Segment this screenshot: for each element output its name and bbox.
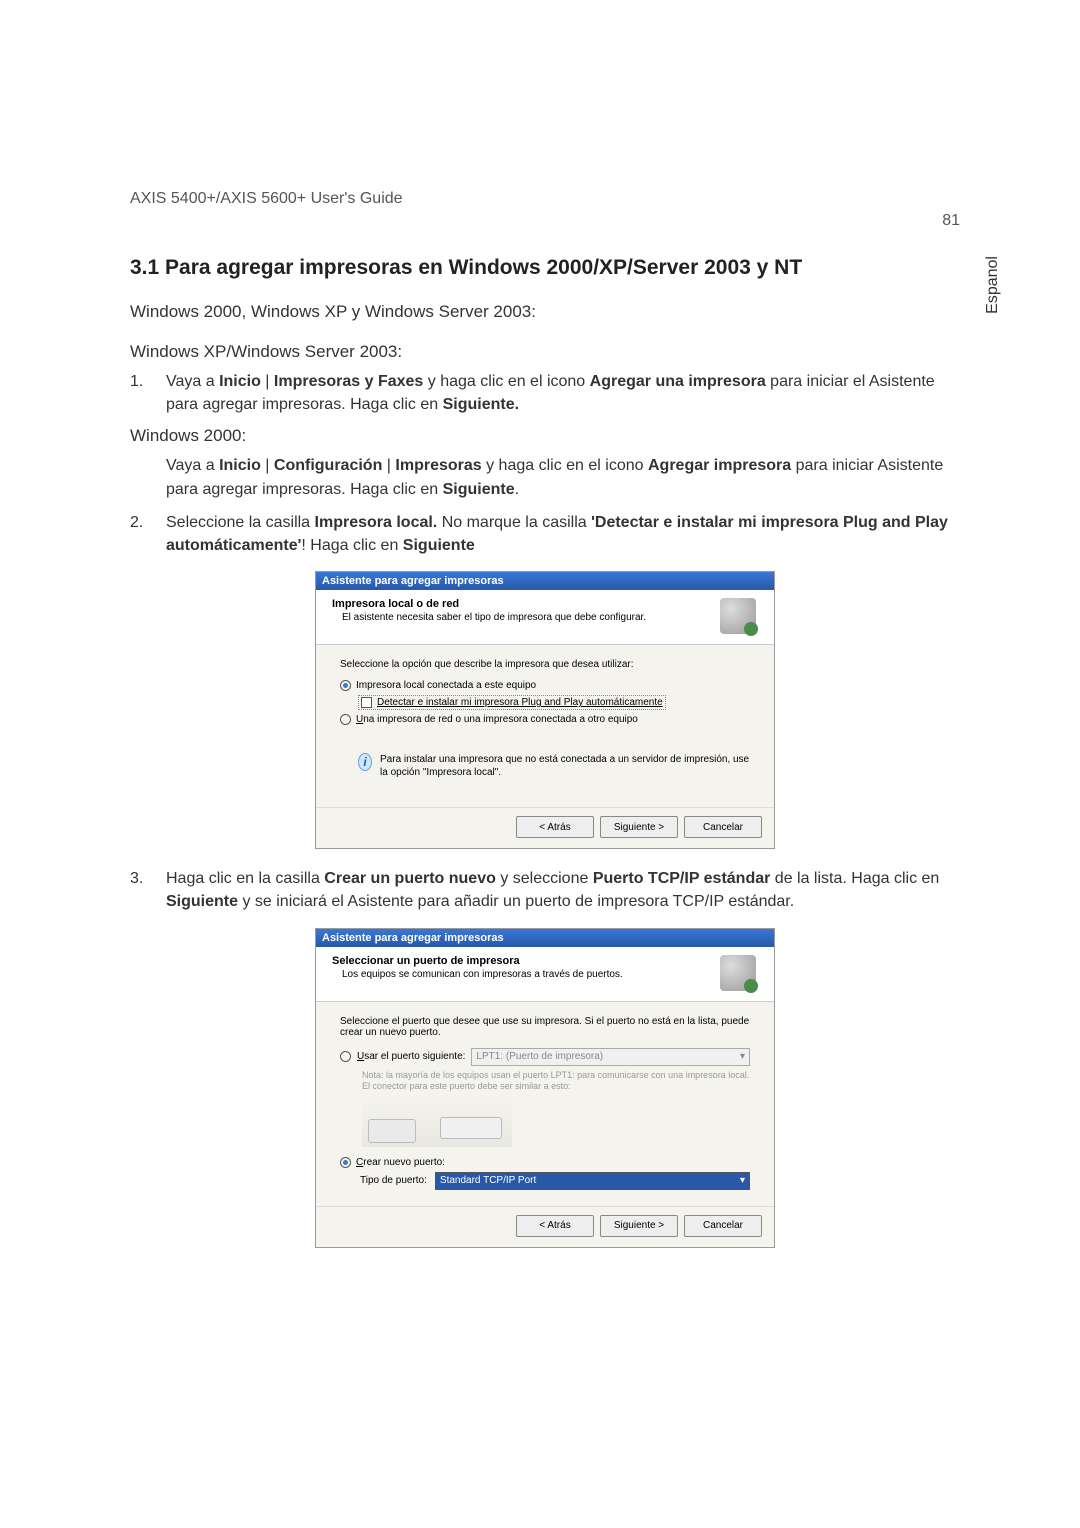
dialog2-header-title: Seleccionar un puerto de impresora [332, 955, 720, 967]
radio-icon [340, 1051, 351, 1062]
dialog2-cancel-button[interactable]: Cancelar [684, 1215, 762, 1237]
dialog2-radio1-label: Usar el puerto siguiente: [357, 1051, 465, 1062]
win2000-label: Windows 2000: [130, 426, 960, 446]
dialog2-titlebar: Asistente para agregar impresoras [316, 929, 774, 947]
dialog2-header-sub: Los equipos se comunican con impresoras … [332, 969, 720, 980]
dialog1-radio2-label: Una impresora de red o una impresora con… [356, 714, 638, 725]
step-1-siguiente: Siguiente. [443, 396, 519, 413]
dialog1-intro: Seleccione la opción que describe la imp… [340, 659, 750, 670]
dialog2-type-dropdown[interactable]: Standard TCP/IP Port▾ [435, 1172, 750, 1190]
dialog2-note: Nota: la mayoría de los equipos usan el … [362, 1070, 750, 1093]
dialog2-radio-existing-port[interactable]: Usar el puerto siguiente: LPT1: (Puerto … [340, 1048, 750, 1066]
dialog1-next-button[interactable]: Siguiente > [600, 816, 678, 838]
radio-icon [340, 680, 351, 691]
win2000-paragraph: Vaya a Inicio | Configuración | Impresor… [130, 454, 960, 500]
dialog1-header: Impresora local o de red El asistente ne… [316, 590, 774, 645]
port-connector-illustration [362, 1099, 512, 1147]
dialog2-next-button[interactable]: Siguiente > [600, 1215, 678, 1237]
dialog2-radio-new-port[interactable]: Crear nuevo puerto: [340, 1157, 750, 1168]
radio-icon [340, 1157, 351, 1168]
dialog2-intro: Seleccione el puerto que desee que use s… [340, 1016, 750, 1038]
subheading-win2000-xp-server: Windows 2000, Windows XP y Windows Serve… [130, 302, 960, 322]
step-2: Seleccione la casilla Impresora local. N… [130, 511, 960, 557]
chevron-down-icon: ▾ [740, 1175, 745, 1186]
document-header: AXIS 5400+/AXIS 5600+ User's Guide [130, 190, 960, 208]
printer-icon [720, 598, 756, 634]
dialog-select-port: Asistente para agregar impresoras Selecc… [315, 928, 775, 1248]
step-1-text: Vaya a [166, 373, 219, 390]
checkbox-icon [361, 697, 372, 708]
step-1-impresoras-faxes: Impresoras y Faxes [274, 373, 423, 390]
dialog1-header-title: Impresora local o de red [332, 598, 720, 610]
radio-icon [340, 714, 351, 725]
dialog1-cancel-button[interactable]: Cancelar [684, 816, 762, 838]
dialog2-radio2-label: Crear nuevo puerto: [356, 1157, 445, 1168]
dialog1-checkbox-label: Detectar e instalar mi impresora Plug an… [377, 697, 663, 708]
page-number: 81 [942, 212, 960, 230]
info-icon: i [358, 753, 372, 771]
dialog2-type-label: Tipo de puerto: [360, 1175, 427, 1186]
dialog1-titlebar: Asistente para agregar impresoras [316, 572, 774, 590]
dialog-printer-type: Asistente para agregar impresoras Impres… [315, 571, 775, 849]
dialog1-radio-network[interactable]: Una impresora de red o una impresora con… [340, 714, 750, 725]
dialog2-port-dropdown: LPT1: (Puerto de impresora)▾ [471, 1048, 750, 1066]
dialog1-radio1-label: Impresora local conectada a este equipo [356, 680, 536, 691]
dialog1-back-button[interactable]: < Atrás [516, 816, 594, 838]
dialog1-checkbox-pnp[interactable]: Detectar e instalar mi impresora Plug an… [358, 695, 666, 710]
dialog2-back-button[interactable]: < Atrás [516, 1215, 594, 1237]
step-1: Vaya a Inicio | Impresoras y Faxes y hag… [130, 370, 960, 416]
language-side-label: Espanol [984, 256, 1002, 314]
step-1-inicio: Inicio [219, 373, 261, 390]
section-heading: 3.1 Para agregar impresoras en Windows 2… [130, 256, 960, 280]
dialog1-header-sub: El asistente necesita saber el tipo de i… [332, 612, 720, 623]
chevron-down-icon: ▾ [740, 1051, 745, 1062]
dialog1-info: i Para instalar una impresora que no est… [358, 753, 750, 779]
step-1-agregar-impresora: Agregar una impresora [590, 373, 766, 390]
dialog1-info-text: Para instalar una impresora que no está … [380, 753, 750, 779]
dialog1-radio-local[interactable]: Impresora local conectada a este equipo [340, 680, 750, 691]
step-3: Haga clic en la casilla Crear un puerto … [130, 867, 960, 913]
printer-icon [720, 955, 756, 991]
subheading-winxp-server: Windows XP/Windows Server 2003: [130, 342, 960, 362]
dialog2-header: Seleccionar un puerto de impresora Los e… [316, 947, 774, 1002]
